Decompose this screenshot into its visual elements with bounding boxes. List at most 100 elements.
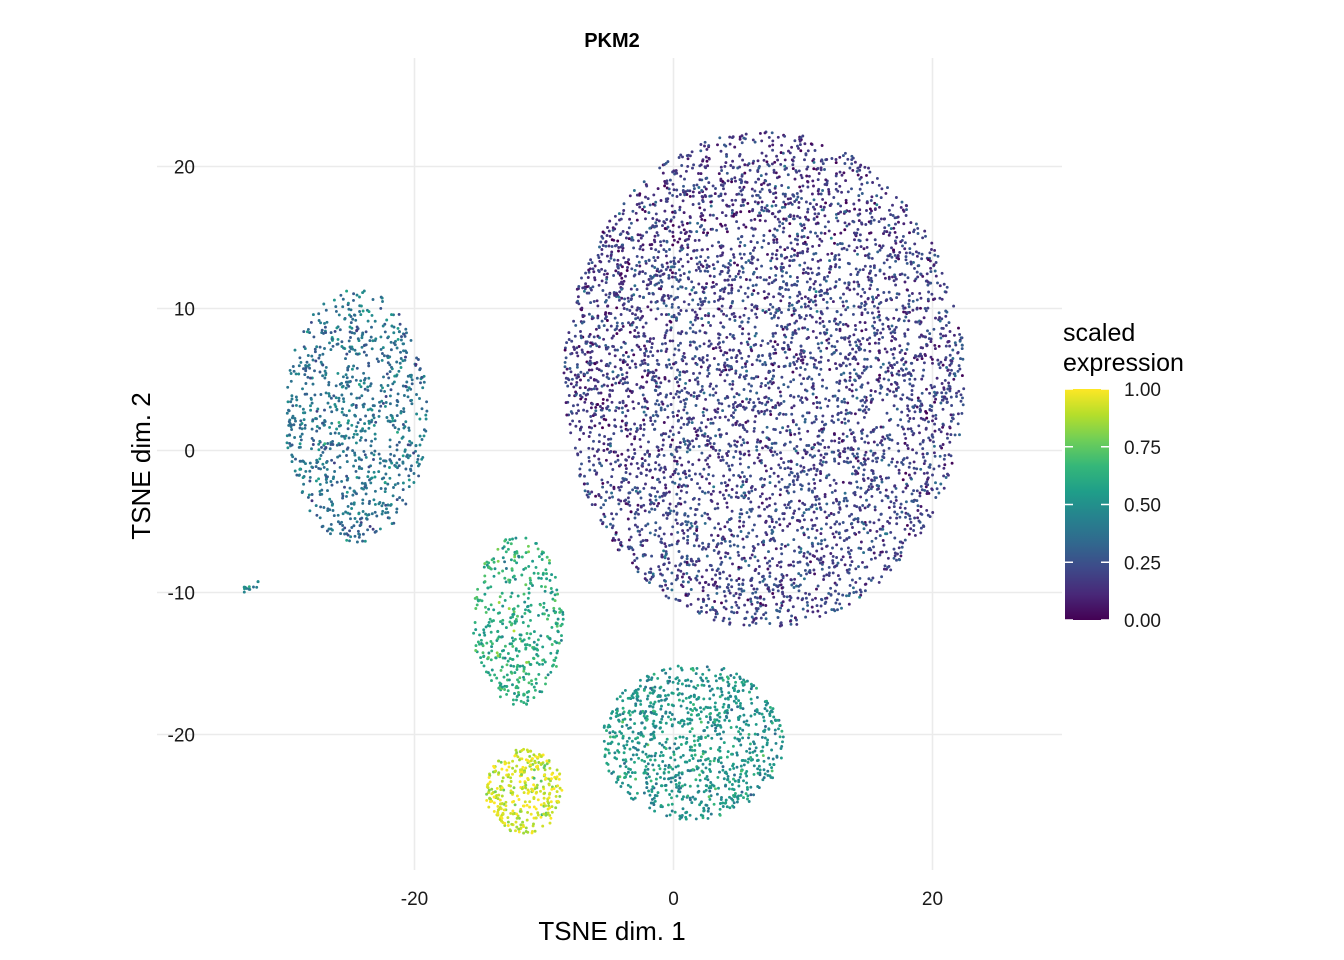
data-point bbox=[605, 375, 609, 379]
data-point bbox=[757, 572, 761, 575]
data-point bbox=[796, 357, 800, 361]
data-point bbox=[868, 287, 872, 291]
data-point bbox=[862, 457, 866, 461]
data-point bbox=[821, 414, 825, 418]
data-point bbox=[569, 382, 573, 386]
data-point bbox=[625, 269, 629, 272]
data-point bbox=[908, 382, 912, 386]
data-point bbox=[605, 347, 609, 351]
data-point bbox=[776, 474, 780, 478]
data-point bbox=[602, 414, 606, 418]
data-point bbox=[819, 360, 823, 364]
data-point bbox=[738, 252, 742, 256]
data-point bbox=[846, 446, 850, 450]
data-point bbox=[663, 542, 667, 546]
data-point bbox=[790, 406, 794, 410]
data-point bbox=[894, 196, 898, 199]
data-point bbox=[744, 559, 747, 563]
data-point bbox=[686, 520, 690, 524]
data-point bbox=[878, 205, 881, 209]
data-point bbox=[779, 621, 783, 625]
data-point bbox=[809, 230, 813, 234]
data-point bbox=[644, 413, 648, 417]
data-point bbox=[750, 507, 754, 511]
data-point bbox=[696, 597, 700, 601]
data-point bbox=[618, 328, 622, 332]
data-point bbox=[948, 425, 952, 429]
data-point bbox=[921, 447, 925, 451]
data-point bbox=[861, 336, 865, 340]
data-point bbox=[791, 167, 795, 171]
data-point bbox=[815, 604, 819, 608]
data-point bbox=[639, 309, 643, 313]
data-point bbox=[834, 348, 838, 352]
data-point bbox=[740, 589, 744, 593]
data-point bbox=[738, 137, 742, 141]
data-point bbox=[838, 379, 842, 383]
data-point bbox=[834, 362, 837, 366]
data-point bbox=[852, 280, 856, 284]
data-point bbox=[725, 335, 729, 339]
data-point bbox=[836, 397, 840, 400]
data-point bbox=[809, 267, 813, 271]
data-point bbox=[788, 506, 792, 510]
data-point bbox=[624, 463, 628, 467]
data-point bbox=[759, 275, 762, 279]
data-point bbox=[851, 586, 855, 590]
data-point bbox=[619, 425, 623, 429]
data-point bbox=[869, 578, 873, 582]
data-point bbox=[702, 228, 706, 232]
data-point bbox=[853, 493, 857, 497]
data-point bbox=[863, 589, 867, 593]
data-point bbox=[664, 552, 668, 556]
data-point bbox=[802, 577, 806, 581]
data-point bbox=[650, 507, 654, 511]
data-point bbox=[838, 278, 841, 281]
data-point bbox=[811, 554, 815, 558]
data-point bbox=[635, 193, 639, 197]
data-point bbox=[856, 362, 860, 366]
data-point bbox=[590, 261, 594, 265]
data-point bbox=[911, 448, 915, 452]
data-point bbox=[833, 589, 837, 593]
data-point bbox=[846, 305, 850, 309]
data-point bbox=[721, 264, 725, 268]
data-point bbox=[720, 455, 724, 459]
data-point bbox=[747, 490, 751, 494]
data-point bbox=[827, 571, 831, 575]
data-point bbox=[628, 366, 632, 370]
data-point bbox=[845, 528, 849, 532]
data-point bbox=[678, 208, 682, 212]
data-point bbox=[917, 519, 921, 523]
data-point bbox=[643, 397, 647, 401]
data-point bbox=[602, 272, 606, 276]
data-point bbox=[822, 423, 826, 427]
data-point bbox=[880, 575, 884, 579]
data-point bbox=[803, 326, 807, 330]
data-point bbox=[620, 276, 624, 280]
data-point bbox=[757, 453, 761, 456]
data-point bbox=[804, 200, 808, 204]
data-point bbox=[631, 312, 634, 316]
data-point bbox=[780, 262, 784, 266]
data-point bbox=[695, 538, 698, 542]
data-point bbox=[840, 336, 843, 340]
data-point bbox=[835, 309, 839, 313]
data-point bbox=[729, 495, 733, 499]
data-point bbox=[661, 499, 665, 503]
data-point bbox=[781, 600, 785, 604]
data-point bbox=[899, 205, 903, 209]
data-point bbox=[779, 565, 783, 569]
data-point bbox=[748, 623, 751, 627]
data-point bbox=[859, 540, 863, 544]
data-point bbox=[739, 210, 743, 214]
data-point bbox=[699, 269, 702, 273]
data-point bbox=[718, 295, 722, 299]
data-point bbox=[873, 238, 877, 242]
data-point bbox=[718, 368, 721, 372]
data-point bbox=[731, 415, 735, 419]
data-point bbox=[597, 457, 601, 461]
data-point bbox=[942, 395, 946, 399]
data-point bbox=[903, 506, 907, 510]
data-point bbox=[865, 365, 869, 369]
